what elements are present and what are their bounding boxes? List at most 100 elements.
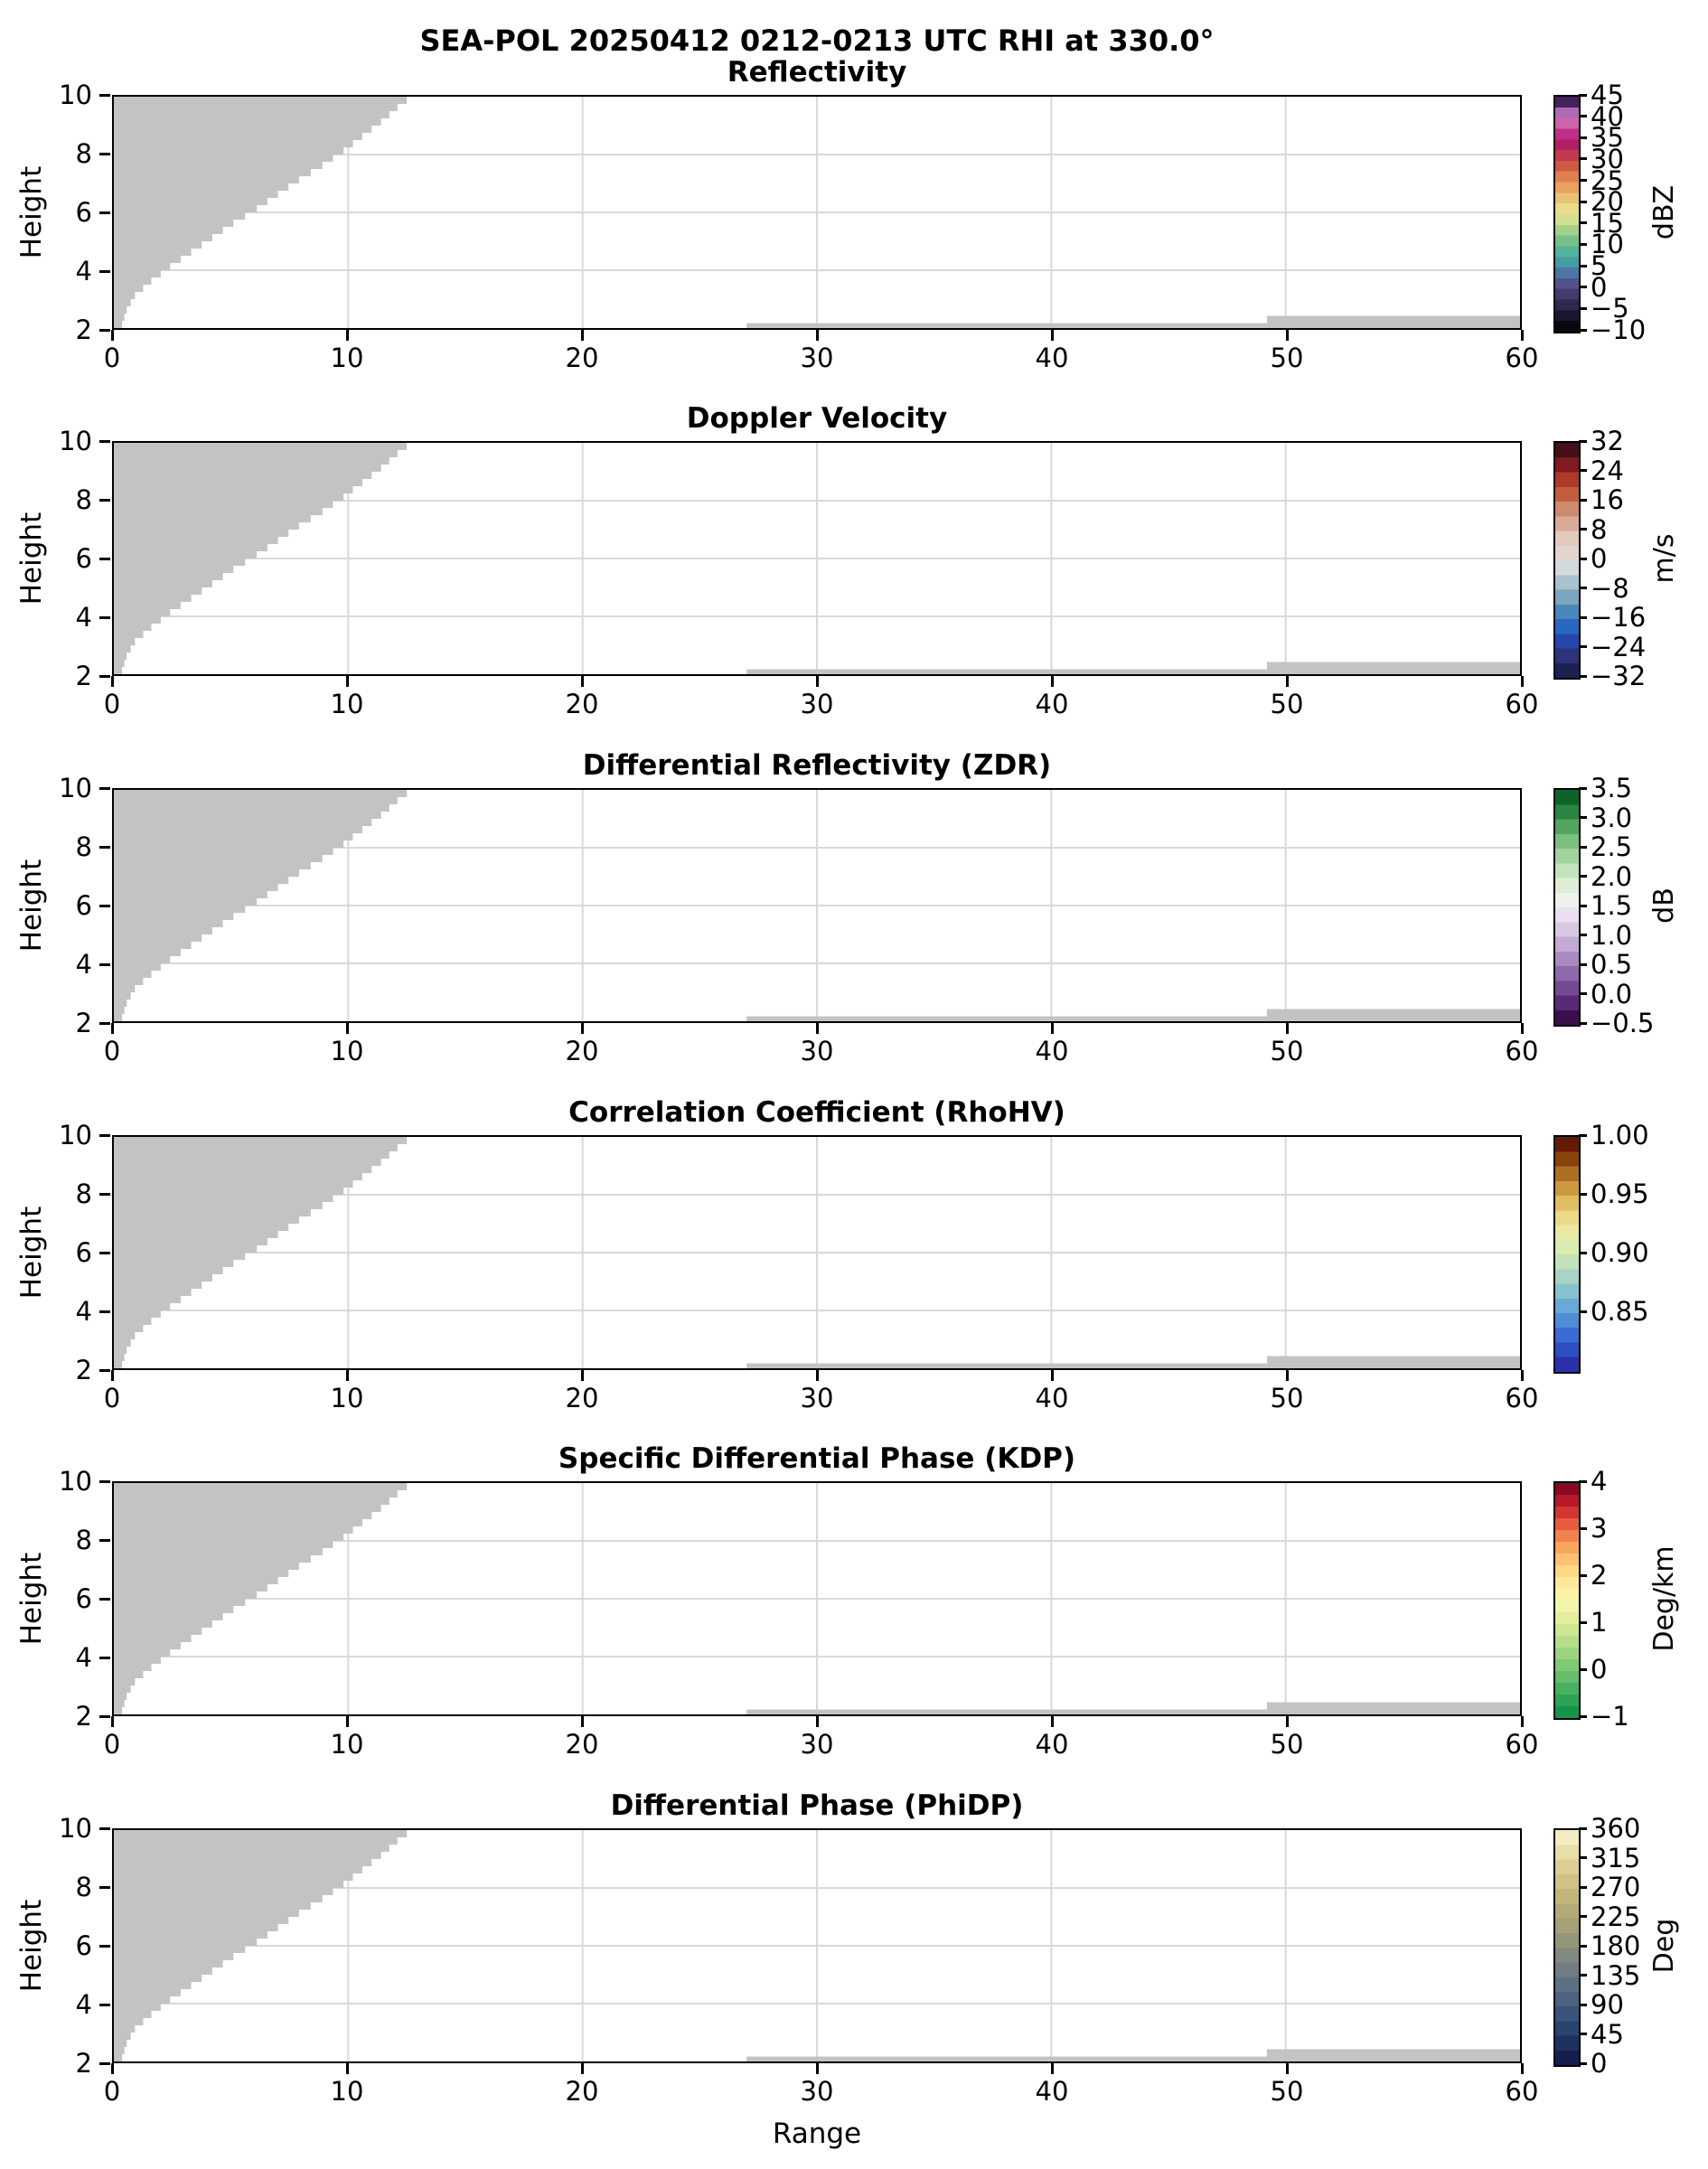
colorbar-tick-label: 40 <box>1591 100 1624 132</box>
colorbar-tick-mark <box>1579 2003 1587 2006</box>
colorbar-tick-label: 0.0 <box>1591 978 1633 1009</box>
y-tick-label: 8 <box>75 1178 92 1209</box>
x-tick-label: 10 <box>330 689 364 719</box>
colorbar-tick-mark <box>1579 1620 1587 1624</box>
colorbar-tick-mark <box>1579 1133 1587 1137</box>
colorbar-unit-label: dB <box>1648 887 1680 924</box>
x-tick-mark <box>1520 330 1524 341</box>
colorbar-tick-label: 20 <box>1591 186 1624 218</box>
colorbar <box>1553 788 1581 1027</box>
x-tick-mark <box>815 1716 819 1727</box>
panel-title: Differential Phase (PhiDP) <box>610 1789 1024 1822</box>
y-tick-mark <box>99 845 110 849</box>
colorbar-tick-label: 24 <box>1591 455 1624 486</box>
x-tick-label: 50 <box>1270 1383 1304 1413</box>
colorbar-tick-label: 8 <box>1591 513 1608 545</box>
x-tick-label: 60 <box>1505 2076 1539 2107</box>
y-tick-label: 2 <box>75 1355 92 1385</box>
x-tick-label: 20 <box>565 1036 599 1066</box>
colorbar-unit-label <box>1649 1135 1680 1370</box>
colorbar-tick-mark <box>1579 1310 1587 1313</box>
no-data-strip <box>1266 1702 1520 1714</box>
colorbar-tick-label: 270 <box>1591 1872 1641 1902</box>
panel-title: Specific Differential Phase (KDP) <box>558 1442 1076 1475</box>
x-tick-mark <box>345 1370 349 1381</box>
colorbar-tick-mark <box>1579 200 1587 203</box>
x-tick-label: 10 <box>330 1383 364 1413</box>
colorbar <box>1553 95 1581 333</box>
x-tick-label: 30 <box>800 1729 834 1760</box>
y-tick-mark <box>99 557 110 560</box>
x-tick-mark <box>1050 2063 1054 2074</box>
y-tick-mark <box>99 1133 110 1137</box>
plot-canvas <box>114 97 1520 328</box>
no-data-wedge <box>114 1137 417 1368</box>
colorbar-tick-label: 0.95 <box>1591 1178 1649 1209</box>
panel-zdr: Differential Reflectivity (ZDR) Height 2… <box>15 749 1708 1066</box>
y-tick-label: 8 <box>75 484 92 515</box>
colorbar-tick-mark <box>1579 2033 1587 2035</box>
colorbar-tick-mark <box>1579 469 1587 472</box>
y-tick-label: 4 <box>75 256 92 286</box>
y-tick-label: 10 <box>59 1813 92 1844</box>
x-tick-mark <box>345 1716 349 1727</box>
colorbar-tick-mark <box>1579 264 1587 268</box>
x-tick-mark <box>1050 330 1054 341</box>
x-tick-mark <box>580 330 584 341</box>
no-data-strip <box>746 2056 1267 2061</box>
x-tick-mark <box>580 1370 584 1381</box>
y-tick-label: 4 <box>75 1642 92 1673</box>
y-tick-label: 6 <box>75 890 92 921</box>
colorbar-tick-mark <box>1579 674 1587 678</box>
colorbar-tick-mark <box>1579 1192 1587 1196</box>
colorbar-tick-mark <box>1579 1974 1587 1977</box>
x-tick-mark <box>1520 1370 1524 1381</box>
x-tick-label: 50 <box>1270 1729 1304 1760</box>
x-tick-label: 20 <box>565 1383 599 1413</box>
y-tick-mark <box>99 1656 110 1659</box>
x-tick-mark <box>1520 1023 1524 1034</box>
panel-doppler-velocity: Doppler Velocity Height 2 4 6 8 10 0 10 20 30 40… <box>15 402 1708 719</box>
colorbar-tick-label: 360 <box>1591 1813 1641 1844</box>
colorbar-tick-label: 0 <box>1591 2048 1608 2079</box>
colorbar-tick-mark <box>1579 1915 1587 1918</box>
x-tick-label: 30 <box>800 1383 834 1413</box>
no-data-strip <box>746 669 1267 674</box>
colorbar-tick-mark <box>1579 1714 1587 1718</box>
y-tick-mark <box>99 1310 110 1313</box>
x-tick-label: 60 <box>1505 1036 1539 1066</box>
colorbar-tick-mark <box>1579 904 1587 907</box>
y-tick-mark <box>99 904 110 907</box>
x-tick-label: 60 <box>1505 689 1539 719</box>
colorbar-tick-mark <box>1579 1479 1587 1483</box>
x-tick-mark <box>345 330 349 341</box>
y-tick-mark <box>99 786 110 790</box>
colorbar-tick-label: 180 <box>1591 1930 1641 1961</box>
y-tick-mark <box>99 439 110 443</box>
x-tick-mark <box>815 2063 819 2074</box>
colorbar-tick-label: 90 <box>1591 1989 1624 2020</box>
x-tick-label: 0 <box>103 689 121 719</box>
colorbar-tick-mark <box>1579 1526 1587 1530</box>
colorbar-tick-mark <box>1579 1856 1587 1859</box>
x-tick-mark <box>580 676 584 687</box>
colorbar <box>1553 1135 1581 1374</box>
panel-title: Reflectivity <box>727 56 907 89</box>
colorbar <box>1553 1481 1581 1720</box>
plot-area <box>112 95 1522 330</box>
panel-rhohv: Correlation Coefficient (RhoHV) Height 2… <box>15 1096 1708 1413</box>
panel-phidp: Differential Phase (PhiDP) Height 2 4 6 8 10… <box>15 1789 1708 2150</box>
colorbar-tick-label: 32 <box>1591 426 1624 456</box>
colorbar-tick-label: 10 <box>1591 229 1624 260</box>
x-tick-mark <box>1285 330 1289 341</box>
colorbar-tick-label: −16 <box>1591 602 1647 633</box>
colorbar-tick-label: −0.5 <box>1591 1008 1655 1038</box>
y-tick-mark <box>99 1479 110 1483</box>
plot-area <box>112 1828 1522 2063</box>
x-tick-mark <box>110 1370 114 1381</box>
no-data-strip <box>746 323 1267 328</box>
y-tick-mark <box>99 328 110 332</box>
colorbar-tick-mark <box>1579 1667 1587 1671</box>
panel-title: Doppler Velocity <box>686 402 948 435</box>
y-tick-label: 10 <box>59 1120 92 1150</box>
